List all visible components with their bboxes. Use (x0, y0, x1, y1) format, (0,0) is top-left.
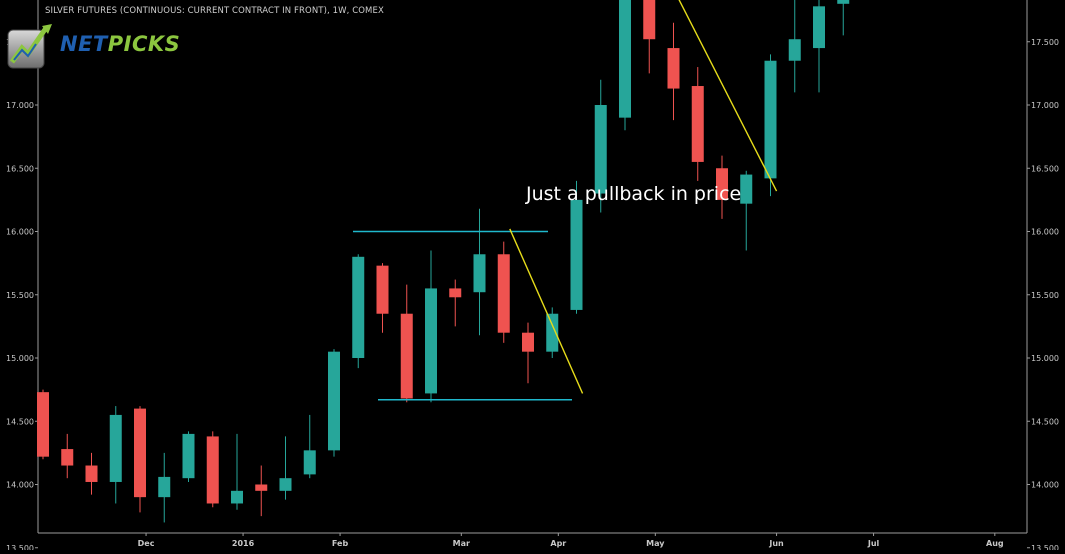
trend-line (678, 0, 778, 192)
candle-body (788, 39, 801, 61)
candle-body (691, 86, 704, 162)
candle-body (570, 199, 583, 310)
x-tick-label: Jul (867, 539, 880, 548)
candle-body (764, 60, 777, 179)
y-tick-label-right: 14.000 (1031, 481, 1059, 490)
candle-body (206, 436, 219, 504)
candle-body (837, 0, 850, 4)
candle-body (134, 408, 146, 498)
candle-body (425, 288, 437, 394)
candle-body (182, 433, 195, 479)
candle-body (449, 288, 462, 298)
candle-body (109, 414, 122, 482)
candle-body (352, 256, 365, 358)
x-tick-label: Apr (550, 539, 566, 548)
candle-body (643, 0, 656, 40)
y-tick-label-right: 13.500 (1031, 544, 1059, 550)
candle-body (279, 478, 292, 491)
x-tick-label: Feb (332, 539, 349, 548)
y-tick-label-left: 13.500 (6, 544, 34, 550)
x-tick-label: Mar (453, 539, 470, 548)
netpicks-logo-mark (7, 24, 52, 69)
x-tick-label: Aug (986, 539, 1004, 548)
y-tick-label-left: 15.500 (6, 291, 34, 300)
candle-body (328, 351, 340, 451)
y-tick-label-left: 16.500 (6, 164, 34, 173)
candle-body (376, 265, 389, 314)
y-tick-label-right: 17.000 (1031, 101, 1059, 110)
x-tick-label: 2016 (232, 539, 255, 548)
logo-text-picks: PICKS (107, 32, 181, 56)
annotation-text: Just a pullback in price (526, 183, 742, 205)
trend-line (509, 228, 584, 394)
y-tick-label-right: 16.000 (1031, 228, 1059, 237)
candle-body (619, 0, 631, 118)
candle-body (61, 449, 74, 466)
candle-body (158, 476, 171, 498)
candle-body (255, 484, 268, 491)
y-tick-label-right: 15.500 (1031, 291, 1059, 300)
candle-body (303, 450, 316, 475)
y-tick-label-left: 14.000 (6, 481, 34, 490)
candle-body (473, 254, 486, 293)
candle-body (813, 6, 825, 49)
logo-text-net: NET (60, 32, 108, 56)
x-tick-label: Jun (768, 539, 784, 548)
candle-body (85, 465, 98, 482)
candle-body (497, 254, 510, 333)
y-tick-label-left: 15.000 (6, 354, 34, 363)
netpicks-logo-text: NETPICKS (60, 32, 180, 56)
x-tick-label: May (646, 539, 665, 548)
y-tick-label-right: 17.500 (1031, 38, 1059, 47)
chart-title: SILVER FUTURES (CONTINUOUS: CURRENT CONT… (45, 6, 384, 16)
y-tick-label-right: 15.000 (1031, 354, 1059, 363)
candle-body (522, 332, 534, 352)
y-tick-label-left: 16.000 (6, 228, 34, 237)
y-tick-label-left: 14.500 (6, 417, 34, 426)
candle-body (594, 105, 607, 194)
y-tick-label-left: 17.000 (6, 101, 34, 110)
candle-body (400, 313, 413, 399)
candle-body (667, 48, 680, 89)
y-tick-label-right: 14.500 (1031, 417, 1059, 426)
y-tick-label-right: 16.500 (1031, 164, 1059, 173)
candle-body (740, 174, 753, 204)
candle-body (716, 168, 728, 200)
candle-body (37, 392, 49, 457)
candle-body (546, 313, 559, 352)
candle-body (231, 490, 243, 504)
x-tick-label: Dec (138, 539, 155, 548)
